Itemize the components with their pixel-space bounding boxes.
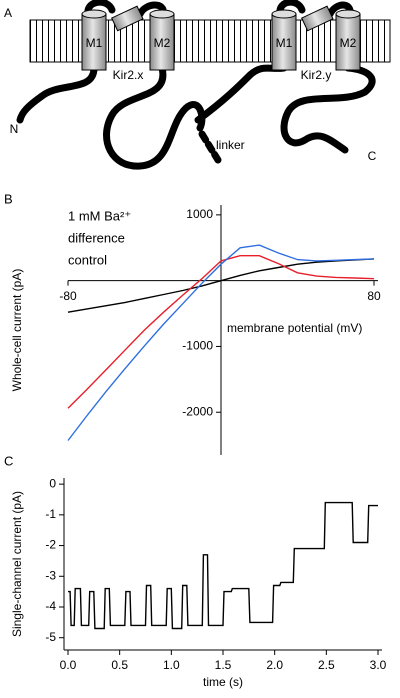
x-tick-label: 3.0	[370, 658, 387, 672]
series-line	[67, 255, 375, 409]
x-tick-label: 1.5	[215, 658, 232, 672]
m2-cylinder	[335, 9, 361, 71]
m1-cylinder	[271, 9, 297, 71]
y-tick-label: 1000	[186, 207, 213, 221]
label: M1	[276, 36, 293, 50]
y-tick-label: 0	[49, 476, 56, 490]
y-tick-label: -3	[45, 568, 56, 582]
panel-label: C	[4, 453, 13, 468]
x-axis-label: time (s)	[203, 675, 243, 689]
y-tick-label: -2000	[182, 404, 213, 418]
label: linker	[216, 138, 245, 152]
series-line	[68, 501, 378, 630]
x-axis-label: membrane potential (mV)	[227, 321, 362, 335]
label: M2	[154, 36, 171, 50]
legend-entry: difference	[68, 230, 125, 245]
y-tick-label: -4	[45, 599, 56, 613]
c-tail	[280, 64, 376, 154]
linker-line	[198, 130, 222, 164]
y-tick-label: -5	[45, 630, 56, 644]
y-tick-label: -1000	[182, 339, 213, 353]
label: N	[10, 122, 19, 136]
x-tick-label: 0.5	[111, 658, 128, 672]
m1-cylinder	[81, 9, 107, 71]
legend-entry: 1 mM Ba²⁺	[68, 208, 131, 223]
x-tick-label: 2.5	[318, 658, 335, 672]
x-tick-label: 1.0	[163, 658, 180, 672]
x-tick-label: 80	[367, 289, 381, 303]
series-line	[67, 258, 375, 313]
n-tail	[16, 64, 98, 124]
y-axis-label: Single-channel current (pA)	[10, 491, 24, 637]
panel-label: A	[4, 6, 12, 20]
m2-cylinder	[149, 9, 175, 71]
x-tick-label: -80	[59, 289, 77, 303]
label: M2	[340, 36, 357, 50]
y-tick-label: -1	[45, 507, 56, 521]
series-line	[67, 244, 375, 441]
helix	[301, 5, 334, 32]
panel-a: A M1 M2 Kir2.x M1 M2 Kir2.y N linker C	[4, 0, 391, 170]
y-tick-label: -2	[45, 538, 56, 552]
legend-entry: control	[68, 252, 107, 267]
y-axis-label: Whole-cell current (pA)	[10, 269, 24, 392]
panel-label: B	[4, 191, 13, 206]
label: M1	[86, 36, 103, 50]
label: C	[368, 149, 377, 163]
x-tick-label: 2.0	[266, 658, 283, 672]
linker-tail	[194, 64, 288, 124]
x-tick-label: 0.0	[60, 658, 77, 672]
helix	[111, 5, 144, 32]
label: Kir2.x	[113, 68, 144, 82]
c-tail	[103, 64, 206, 170]
label: Kir2.y	[301, 68, 332, 82]
